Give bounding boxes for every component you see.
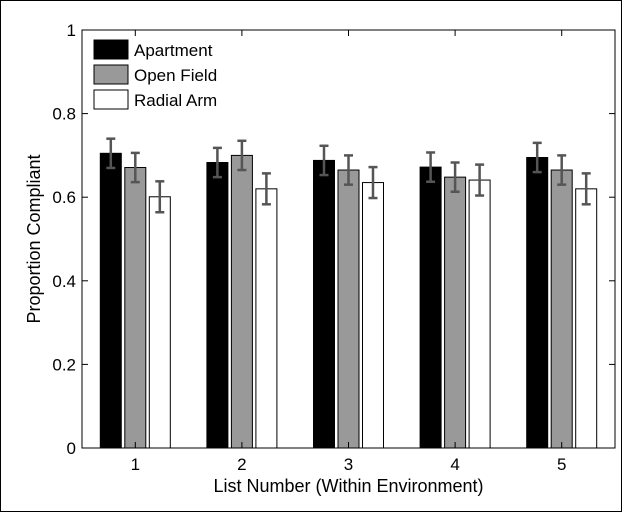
legend: Apartment Open Field Radial Arm (94, 40, 217, 110)
y-tick-label: 0.2 (52, 355, 76, 374)
bar-radial-arm (256, 189, 277, 448)
y-tick-label: 0 (67, 439, 76, 458)
bars-group (100, 153, 596, 448)
bar-radial-arm (469, 180, 490, 448)
bar-radial-arm (576, 189, 597, 448)
bar-apartment (207, 163, 228, 448)
legend-swatch-apartment (94, 40, 128, 59)
bar-radial-arm (363, 183, 384, 448)
bar-open-field (445, 177, 466, 448)
legend-swatch-open-field (94, 65, 128, 84)
bar-radial-arm (149, 197, 170, 448)
x-tick-label: 5 (557, 455, 566, 474)
y-tick-label: 0.8 (52, 105, 76, 124)
bar-open-field (551, 170, 572, 448)
bar-apartment (527, 157, 548, 448)
x-axis-label: List Number (Within Environment) (213, 476, 483, 496)
legend-label: Open Field (134, 66, 217, 85)
legend-label: Apartment (134, 41, 213, 60)
y-tick-label: 0.4 (52, 272, 76, 291)
x-tick-label: 3 (344, 455, 353, 474)
bar-apartment (314, 160, 335, 448)
bar-open-field (231, 155, 252, 448)
legend-swatch-radial-arm (94, 90, 128, 109)
y-tick-label: 0.6 (52, 188, 76, 207)
legend-label: Radial Arm (134, 91, 217, 110)
y-tick-label: 1 (67, 21, 76, 40)
bar-apartment (100, 153, 121, 448)
x-tick-label: 1 (131, 455, 140, 474)
bar-open-field (338, 170, 359, 448)
x-tick-label: 2 (237, 455, 246, 474)
y-axis-label: Proportion Compliant (24, 154, 44, 323)
bar-apartment (420, 167, 441, 448)
bar-open-field (125, 168, 146, 448)
x-tick-label: 4 (450, 455, 459, 474)
